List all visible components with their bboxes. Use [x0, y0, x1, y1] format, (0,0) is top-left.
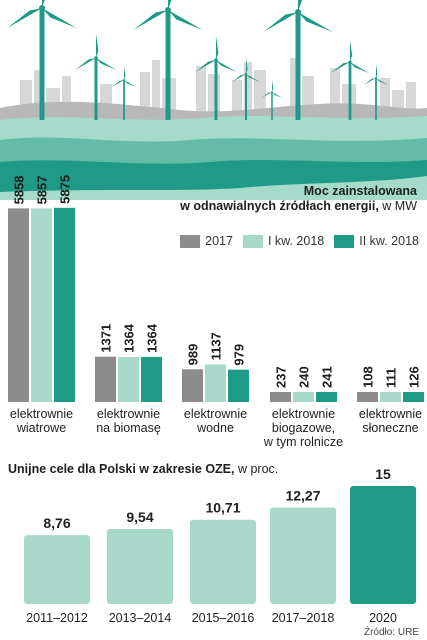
category-label: na biomasę: [96, 421, 161, 435]
target-bar: [350, 486, 416, 604]
turbine-icon: [7, 0, 77, 120]
turbine-icon: [330, 40, 370, 120]
category-label: wodne: [196, 421, 234, 435]
legend-label: I kw. 2018: [267, 234, 325, 248]
category-label: w tym rolnicze: [263, 435, 343, 449]
legend-swatch: [242, 234, 263, 248]
target-bar: [270, 507, 336, 604]
bar-4-2: [403, 392, 424, 402]
legend-label: II kw. 2018: [359, 234, 419, 248]
chart-title-bold: w odnawialnych źródłach energii,: [180, 199, 379, 213]
bar-value-label: 126: [407, 366, 422, 388]
bar-3-2: [316, 392, 337, 402]
target-value-label: 12,27: [285, 487, 320, 503]
bar-value-label: 979: [232, 344, 247, 366]
bar-4-1: [380, 392, 401, 402]
target-value-label: 9,54: [126, 509, 153, 525]
bar-1-1: [118, 356, 139, 402]
eu-targets-title-text: Unijne cele dla Polski w zakresie OZE,: [8, 462, 235, 476]
ground: [0, 160, 427, 192]
turbine-icon: [263, 0, 333, 120]
target-bar: [190, 519, 256, 604]
bar-value-label: 989: [186, 344, 201, 366]
bar-3-0: [270, 392, 291, 402]
category-label: wiatrowe: [16, 421, 66, 435]
eu-targets-title: Unijne cele dla Polski w zakresie OZE, w…: [8, 462, 278, 476]
chart-legend: 2017 I kw. 2018 II kw. 2018: [180, 234, 419, 248]
legend-swatch: [334, 234, 355, 248]
bar-0-1: [31, 208, 52, 402]
legend-swatch: [180, 234, 201, 248]
category-label: elektrownie: [184, 407, 247, 421]
target-bar: [24, 535, 90, 604]
bar-2-0: [182, 369, 203, 402]
target-value-label: 8,76: [43, 515, 70, 531]
bar-2-1: [205, 364, 226, 402]
category-label: słoneczne: [362, 421, 418, 435]
bar-value-label: 1137: [209, 332, 224, 360]
bar-value-label: 1371: [99, 324, 114, 353]
bar-0-2: [54, 207, 75, 402]
chart-title-line1: Moc zainstalowana: [303, 184, 417, 198]
bar-value-label: 1364: [122, 323, 137, 353]
bar-value-label: 5857: [35, 175, 50, 204]
target-period-label: 2017–2018: [272, 611, 335, 625]
category-label: biogazowe,: [272, 421, 335, 435]
turbine-icon: [133, 0, 203, 120]
bar-2-2: [228, 369, 249, 402]
bar-4-0: [357, 392, 378, 402]
target-period-label: 2013–2014: [109, 611, 172, 625]
legend-item-q1-2018: I kw. 2018: [242, 234, 325, 248]
category-label: elektrownie: [10, 407, 73, 421]
bar-value-label: 1364: [145, 323, 160, 353]
category-label: elektrownie: [97, 407, 160, 421]
source-note: Źródło: URE: [363, 627, 419, 638]
bar-value-label: 5875: [58, 175, 73, 204]
chart-title-line2: w odnawialnych źródłach energii, w MW: [180, 199, 417, 214]
bar-3-1: [293, 392, 314, 402]
wind-farm-illustration: [0, 0, 427, 200]
bar-value-label: 5858: [12, 175, 27, 204]
category-label: elektrownie: [272, 407, 335, 421]
turbine-icon: [363, 64, 389, 120]
bar-value-label: 240: [297, 366, 312, 388]
bar-value-label: 108: [361, 366, 376, 388]
target-bar: [107, 528, 173, 604]
bar-value-label: 111: [384, 368, 399, 388]
turbine-icon: [111, 66, 137, 120]
bar-value-label: 237: [274, 366, 289, 388]
bar-1-0: [95, 356, 116, 402]
bar-1-2: [141, 356, 162, 402]
turbine-icon: [75, 34, 117, 120]
target-period-label: 2020: [369, 611, 397, 625]
target-period-label: 2015–2016: [192, 611, 255, 625]
turbine-icon: [195, 36, 237, 120]
wind-turbines: [7, 0, 389, 120]
chart-title: Moc zainstalowana w odnawialnych źródłac…: [180, 184, 417, 214]
target-value-label: 10,71: [205, 500, 240, 516]
turbine-icon: [232, 58, 260, 120]
bar-0-0: [8, 208, 29, 402]
bar-value-label: 241: [320, 366, 335, 388]
legend-item-2017: 2017: [180, 234, 233, 248]
legend-item-q2-2018: II kw. 2018: [334, 234, 419, 248]
target-period-label: 2011–2012: [26, 611, 88, 625]
eu-targets-title-unit: w proc.: [234, 462, 279, 476]
legend-label: 2017: [205, 234, 233, 248]
category-label: elektrownie: [359, 407, 422, 421]
chart-title-unit: w MW: [378, 199, 417, 213]
turbine-icon: [261, 80, 283, 120]
